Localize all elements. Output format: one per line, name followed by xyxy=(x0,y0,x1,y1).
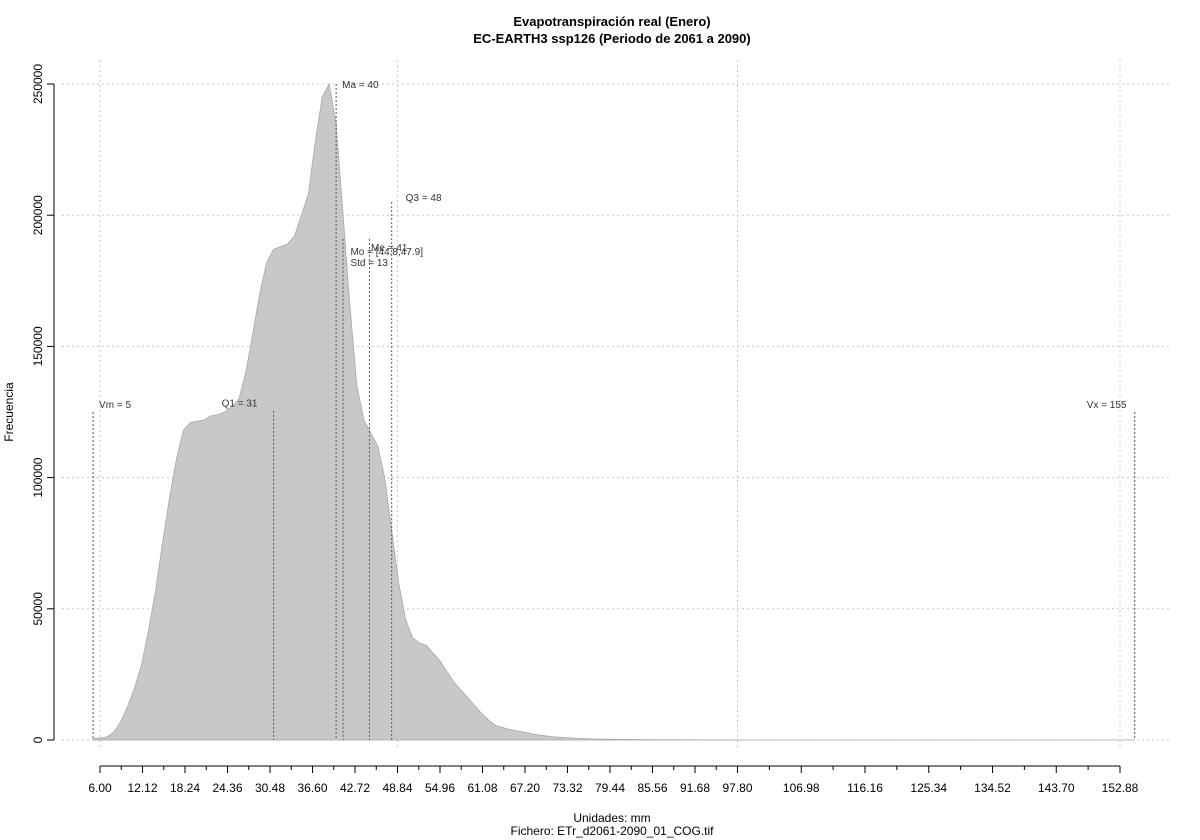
marker-label-3: Me = 41 xyxy=(371,243,408,254)
x-tick-label-8: 54.96 xyxy=(425,781,455,795)
x-tick-label-17: 116.16 xyxy=(847,781,883,795)
x-tick-label-5: 36.60 xyxy=(297,781,327,795)
y-tick-label-2: 100000 xyxy=(31,457,45,497)
x-tick-label-13: 85.56 xyxy=(637,781,667,795)
y-axis: 0 50000 100000 150000 200000 250000 xyxy=(31,64,55,743)
marker-label-7: Vx = 155 xyxy=(1087,400,1127,411)
marker-label-6: Q3 = 48 xyxy=(406,193,442,204)
chart-subtitle: EC-EARTH3 ssp126 (Periodo de 2061 a 2090… xyxy=(473,31,750,46)
x-tick-label-19: 134.52 xyxy=(974,781,1011,795)
x-tick-label-3: 24.36 xyxy=(212,781,242,795)
density-area xyxy=(92,82,1135,741)
x-tick-label-14: 91.68 xyxy=(680,781,710,795)
x-tick-label-16: 106.98 xyxy=(783,781,820,795)
x-tick-label-15: 97.80 xyxy=(722,781,752,795)
x-tick-label-18: 125.34 xyxy=(910,781,947,795)
marker-label-0: Vm = 5 xyxy=(99,400,131,411)
x-tick-label-21: 152.88 xyxy=(1102,781,1139,795)
x-tick-label-0: 6.00 xyxy=(88,781,112,795)
x-tick-label-4: 30.48 xyxy=(255,781,285,795)
marker-label-4: Mo = [44.8,47.9] xyxy=(350,247,423,258)
x-tick-label-7: 48.84 xyxy=(382,781,412,795)
x-axis: 6.00 12.12 18.24 24.36 30.48 36.60 42.72 48.84 5… xyxy=(88,765,1139,795)
x-tick-label-11: 73.32 xyxy=(552,781,582,795)
marker-label-2: Ma = 40 xyxy=(342,80,379,91)
chart-title: Evapotranspiración real (Enero) xyxy=(513,14,710,29)
x-tick-label-2: 18.24 xyxy=(170,781,200,795)
x-tick-label-20: 143.70 xyxy=(1038,781,1075,795)
y-tick-label-5: 250000 xyxy=(31,64,45,104)
x-tick-label-6: 42.72 xyxy=(340,781,370,795)
y-axis-label: Frecuencia xyxy=(2,382,16,442)
footer-filename: Fichero: ETr_d2061-2090_01_COG.tif xyxy=(511,824,715,838)
x-axis-label: Unidades: mm xyxy=(573,811,650,825)
marker-label-1: Q1 = 31 xyxy=(222,399,258,410)
y-tick-label-3: 150000 xyxy=(31,326,45,366)
y-tick-label-0: 0 xyxy=(31,736,45,743)
x-tick-label-12: 79.44 xyxy=(595,781,625,795)
series-area xyxy=(92,82,1135,741)
marker-label-5: Std = 13 xyxy=(350,258,388,269)
y-tick-label-4: 200000 xyxy=(31,195,45,235)
x-tick-label-10: 67.20 xyxy=(510,781,540,795)
y-tick-label-1: 50000 xyxy=(31,592,45,626)
x-tick-label-9: 61.08 xyxy=(467,781,497,795)
x-tick-label-1: 12.12 xyxy=(127,781,157,795)
